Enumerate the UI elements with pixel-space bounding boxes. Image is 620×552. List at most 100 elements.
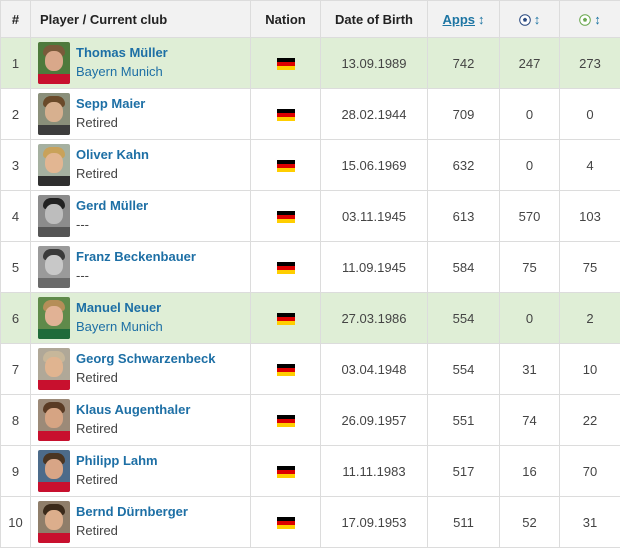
player-avatar[interactable] bbox=[38, 93, 70, 135]
goals-cell: 31 bbox=[499, 343, 560, 395]
player-cell: Gerd Müller --- bbox=[30, 190, 251, 242]
header-assists[interactable]: ↕ bbox=[559, 0, 620, 38]
player-name-link[interactable]: Bernd Dürnberger bbox=[76, 504, 188, 519]
player-cell: Franz Beckenbauer --- bbox=[30, 241, 251, 293]
goals-cell: 75 bbox=[499, 241, 560, 293]
current-club[interactable]: Bayern Munich bbox=[76, 64, 163, 79]
player-avatar[interactable] bbox=[38, 195, 70, 237]
table-row: 2 Sepp Maier Retired 28.02.1944 709 0 0 bbox=[0, 88, 620, 140]
germany-flag-icon bbox=[276, 262, 295, 275]
date-of-birth-cell: 17.09.1953 bbox=[320, 496, 428, 548]
nation-cell bbox=[250, 394, 321, 446]
rank-cell: 5 bbox=[0, 241, 31, 293]
player-cell: Thomas Müller Bayern Munich bbox=[30, 37, 251, 89]
sort-arrows-icon[interactable]: ↕ bbox=[533, 11, 541, 27]
player-cell: Georg Schwarzenbeck Retired bbox=[30, 343, 251, 395]
assist-ball-icon[interactable] bbox=[579, 14, 592, 26]
player-cell: Bernd Dürnberger Retired bbox=[30, 496, 251, 548]
sort-arrows-icon[interactable]: ↕ bbox=[594, 11, 601, 27]
player-cell: Oliver Kahn Retired bbox=[30, 139, 251, 191]
nation-cell bbox=[250, 190, 321, 242]
player-avatar[interactable] bbox=[38, 348, 70, 390]
current-club[interactable]: Bayern Munich bbox=[76, 319, 163, 334]
table-row: 9 Philipp Lahm Retired 11.11.1983 517 16… bbox=[0, 445, 620, 497]
rank-cell: 8 bbox=[0, 394, 31, 446]
germany-flag-icon bbox=[276, 364, 295, 377]
rank-cell: 9 bbox=[0, 445, 31, 497]
date-of-birth-cell: 27.03.1986 bbox=[320, 292, 428, 344]
apps-cell: 742 bbox=[427, 37, 500, 89]
player-name-link[interactable]: Klaus Augenthaler bbox=[76, 402, 191, 417]
date-of-birth-cell: 13.09.1989 bbox=[320, 37, 428, 89]
apps-cell: 554 bbox=[427, 292, 500, 344]
player-avatar[interactable] bbox=[38, 399, 70, 441]
nation-cell bbox=[250, 343, 321, 395]
player-cell: Sepp Maier Retired bbox=[30, 88, 251, 140]
current-club: --- bbox=[76, 217, 89, 232]
current-club: Retired bbox=[76, 472, 118, 487]
table-row: 10 Bernd Dürnberger Retired 17.09.1953 5… bbox=[0, 496, 620, 548]
current-club: Retired bbox=[76, 421, 118, 436]
player-avatar[interactable] bbox=[38, 297, 70, 339]
football-icon[interactable] bbox=[518, 14, 531, 26]
assists-cell: 273 bbox=[559, 37, 620, 89]
player-name-link[interactable]: Franz Beckenbauer bbox=[76, 249, 196, 264]
table-row: 8 Klaus Augenthaler Retired 26.09.1957 5… bbox=[0, 394, 620, 446]
player-avatar[interactable] bbox=[38, 42, 70, 84]
sort-arrows-icon[interactable]: ↕ bbox=[478, 11, 485, 27]
rank-cell: 6 bbox=[0, 292, 31, 344]
date-of-birth-cell: 15.06.1969 bbox=[320, 139, 428, 191]
goals-cell: 16 bbox=[499, 445, 560, 497]
rank-cell: 2 bbox=[0, 88, 31, 140]
germany-flag-icon bbox=[276, 160, 295, 173]
player-avatar[interactable] bbox=[38, 144, 70, 186]
player-avatar[interactable] bbox=[38, 450, 70, 492]
table-row: 3 Oliver Kahn Retired 15.06.1969 632 0 4 bbox=[0, 139, 620, 191]
player-cell: Philipp Lahm Retired bbox=[30, 445, 251, 497]
table-row: 1 Thomas Müller Bayern Munich 13.09.1989… bbox=[0, 37, 620, 89]
goals-cell: 74 bbox=[499, 394, 560, 446]
header-goals[interactable]: ↕ bbox=[499, 0, 560, 38]
nation-cell bbox=[250, 37, 321, 89]
date-of-birth-cell: 03.11.1945 bbox=[320, 190, 428, 242]
current-club: Retired bbox=[76, 166, 118, 181]
goals-cell: 247 bbox=[499, 37, 560, 89]
player-name-link[interactable]: Philipp Lahm bbox=[76, 453, 158, 468]
current-club: --- bbox=[76, 268, 89, 283]
player-name-link[interactable]: Gerd Müller bbox=[76, 198, 149, 213]
goals-cell: 570 bbox=[499, 190, 560, 242]
apps-cell: 709 bbox=[427, 88, 500, 140]
player-name-link[interactable]: Manuel Neuer bbox=[76, 300, 162, 315]
header-player: Player / Current club bbox=[30, 0, 251, 38]
rank-cell: 10 bbox=[0, 496, 31, 548]
date-of-birth-cell: 26.09.1957 bbox=[320, 394, 428, 446]
header-rank: # bbox=[0, 0, 31, 38]
player-name-link[interactable]: Sepp Maier bbox=[76, 96, 146, 111]
nation-cell bbox=[250, 241, 321, 293]
germany-flag-icon bbox=[276, 313, 295, 326]
apps-sort-link[interactable]: Apps bbox=[442, 11, 476, 27]
goals-cell: 0 bbox=[499, 292, 560, 344]
germany-flag-icon bbox=[276, 517, 295, 530]
nation-cell bbox=[250, 292, 321, 344]
germany-flag-icon bbox=[276, 109, 295, 122]
current-club: Retired bbox=[76, 115, 118, 130]
assists-cell: 75 bbox=[559, 241, 620, 293]
apps-cell: 613 bbox=[427, 190, 500, 242]
germany-flag-icon bbox=[276, 415, 295, 428]
nation-cell bbox=[250, 445, 321, 497]
apps-cell: 551 bbox=[427, 394, 500, 446]
header-nation: Nation bbox=[250, 0, 321, 38]
goals-cell: 0 bbox=[499, 139, 560, 191]
player-name-link[interactable]: Georg Schwarzenbeck bbox=[76, 351, 216, 366]
player-name-link[interactable]: Oliver Kahn bbox=[76, 147, 149, 162]
date-of-birth-cell: 11.11.1983 bbox=[320, 445, 428, 497]
player-name-link[interactable]: Thomas Müller bbox=[76, 45, 168, 60]
current-club: Retired bbox=[76, 370, 118, 385]
germany-flag-icon bbox=[276, 466, 295, 479]
assists-cell: 31 bbox=[559, 496, 620, 548]
player-avatar[interactable] bbox=[38, 246, 70, 288]
player-avatar[interactable] bbox=[38, 501, 70, 543]
header-apps[interactable]: Apps ↕ bbox=[427, 0, 500, 38]
table-row: 7 Georg Schwarzenbeck Retired 03.04.1948… bbox=[0, 343, 620, 395]
